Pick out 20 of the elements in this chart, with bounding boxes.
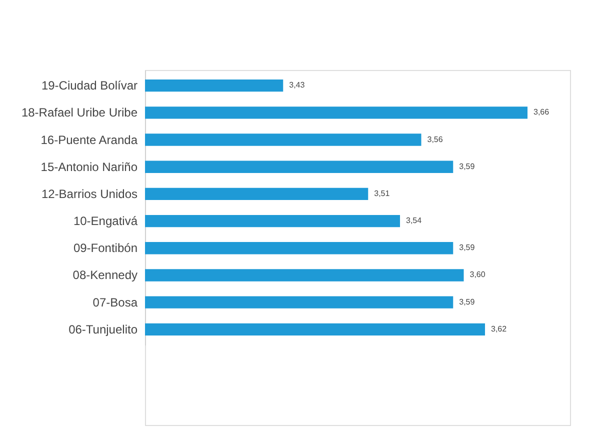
y-tick-label: 06-Tunjuelito — [68, 322, 138, 336]
y-tick-label: 10-Engativá — [73, 214, 138, 228]
data-label: 3,56 — [427, 134, 444, 144]
y-tick-label: 12-Barrios Unidos — [41, 186, 138, 201]
data-label: 3,54 — [406, 216, 422, 226]
y-tick-label: 08-Kennedy — [72, 268, 138, 282]
data-label: 3,66 — [534, 108, 550, 117]
data-label: 3,62 — [491, 324, 508, 334]
data-label: 3,60 — [470, 270, 486, 280]
data-label: 3,43 — [289, 80, 306, 90]
data-label: 3,59 — [459, 243, 476, 252]
y-tick-label: 16-Puente Aranda — [40, 132, 138, 147]
y-tick-label: 07-Bosa — [92, 295, 138, 310]
data-label: 3,59 — [459, 297, 476, 306]
data-label: 3,51 — [374, 188, 390, 198]
y-tick-label: 09-Fontibón — [73, 241, 138, 256]
y-tick-label: 18-Rafael Uribe Uribe — [21, 106, 138, 120]
y-tick-label: 19-Ciudad Bolívar — [41, 78, 138, 93]
y-tick-label: 15-Antonio Nariño — [40, 160, 138, 174]
data-label: 3,59 — [459, 162, 476, 171]
